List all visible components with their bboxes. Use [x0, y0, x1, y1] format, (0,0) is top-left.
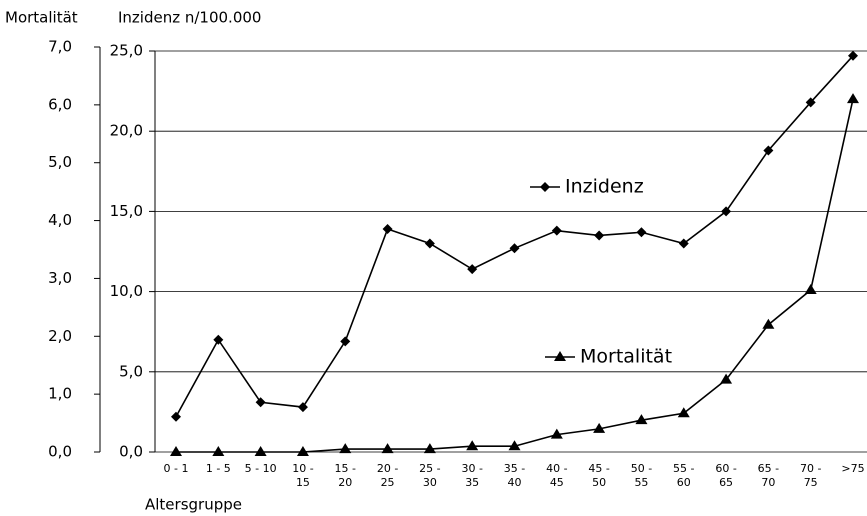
- marker: [551, 225, 562, 236]
- marker: [296, 446, 309, 456]
- series-line: [175, 55, 854, 418]
- marker: [424, 238, 435, 249]
- x-tick-label: 60 - 65: [715, 462, 737, 489]
- y2-tick-label: 0,0: [119, 443, 143, 461]
- x-tick-label: 35 - 40: [503, 462, 526, 489]
- y2-axis-title: Inzidenz n/100.000: [118, 9, 261, 27]
- marker: [212, 446, 225, 456]
- marker: [508, 440, 521, 451]
- x-axis-title: Altersgruppe: [145, 496, 242, 514]
- marker: [297, 402, 308, 413]
- marker: [678, 238, 689, 249]
- marker: [593, 422, 606, 433]
- x-tick-label: 0 - 1: [163, 462, 189, 475]
- x-tick-label: 1 - 5: [205, 462, 231, 475]
- x-tick-label: 20 - 25: [376, 462, 399, 489]
- x-tick-label: 55 - 60: [673, 462, 695, 489]
- marker: [763, 145, 774, 156]
- y2-tick-label: 25,0: [110, 42, 143, 60]
- marker: [804, 284, 817, 294]
- legend-label: Mortalität: [580, 346, 672, 368]
- y-tick-label: 4,0: [48, 211, 72, 229]
- y-axis-title: Mortalität: [5, 9, 78, 27]
- y-tick-label: 3,0: [48, 269, 72, 287]
- x-tick-label: 70 - 75: [799, 462, 822, 489]
- marker: [848, 50, 858, 61]
- marker: [381, 443, 394, 454]
- marker: [762, 318, 775, 329]
- x-tick-label: 15 - 20: [334, 462, 356, 489]
- marker: [171, 411, 181, 422]
- x-tick-label: 25 - 30: [419, 462, 441, 489]
- y2-tick-label: 15,0: [110, 202, 143, 220]
- series-line: [176, 98, 854, 453]
- x-tick-label: >75: [841, 462, 865, 475]
- x-tick-label: 45 - 50: [588, 462, 610, 489]
- marker: [170, 446, 182, 456]
- marker: [213, 334, 224, 345]
- y-tick-label: 5,0: [48, 153, 72, 171]
- marker: [550, 428, 563, 439]
- marker: [466, 440, 479, 451]
- marker: [594, 230, 605, 241]
- y-tick-label: 6,0: [48, 95, 72, 113]
- marker: [254, 446, 267, 456]
- y2-tick-label: 20,0: [110, 122, 143, 140]
- marker: [509, 243, 520, 254]
- x-tick-label: 10 - 15: [292, 462, 314, 489]
- marker: [677, 407, 690, 418]
- marker: [382, 224, 393, 235]
- y-tick-label: 2,0: [48, 327, 72, 345]
- marker: [636, 227, 647, 238]
- y-tick-label: 1,0: [48, 385, 72, 403]
- y2-tick-label: 5,0: [119, 362, 143, 380]
- marker: [805, 97, 816, 108]
- legend-label: Inzidenz: [565, 176, 644, 198]
- marker: [847, 93, 859, 104]
- marker: [423, 443, 436, 454]
- y2-tick-label: 10,0: [110, 282, 143, 300]
- marker: [554, 351, 566, 361]
- marker: [540, 182, 550, 192]
- marker: [720, 373, 733, 384]
- y-tick-label: 0,0: [48, 443, 72, 461]
- x-tick-label: 40 - 45: [546, 462, 568, 489]
- marker: [467, 264, 478, 275]
- marker: [721, 206, 732, 217]
- marker: [339, 443, 352, 454]
- marker: [635, 414, 648, 425]
- x-tick-label: 65 - 70: [757, 462, 780, 489]
- marker: [340, 336, 351, 347]
- x-tick-label: 5 - 10: [244, 462, 277, 475]
- x-tick-label: 50 - 55: [630, 462, 653, 489]
- x-tick-label: 30 - 35: [461, 462, 483, 489]
- y-tick-label: 7,0: [48, 38, 72, 56]
- marker: [255, 397, 266, 408]
